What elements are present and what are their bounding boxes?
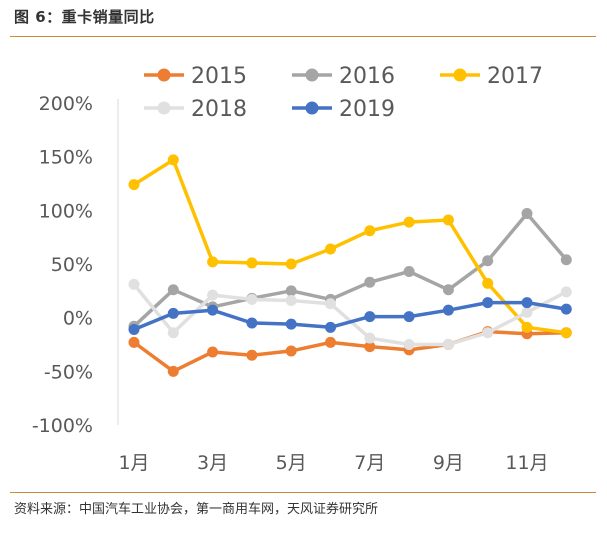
legend-item-2017: 2017 (440, 64, 543, 89)
data-point (403, 216, 415, 228)
y-tick-label: 200% (39, 93, 93, 115)
data-point (403, 311, 415, 323)
data-point (285, 258, 297, 270)
data-point (207, 289, 219, 301)
data-point (285, 318, 297, 330)
data-point (167, 284, 179, 296)
data-point (403, 266, 415, 278)
legend-label: 2016 (339, 64, 395, 89)
source-divider (10, 492, 596, 493)
y-tick-label: 0% (63, 308, 93, 330)
legend-item-2019: 2019 (292, 97, 395, 122)
legend-marker (157, 68, 171, 82)
data-point (364, 276, 376, 288)
data-point (442, 284, 454, 296)
legend-marker (305, 101, 319, 115)
y-tick-label: 50% (51, 254, 93, 276)
data-point (285, 345, 297, 357)
data-point (207, 256, 219, 268)
legend-label: 2017 (487, 64, 543, 89)
series-line-2015 (132, 329, 567, 374)
legend-label: 2019 (339, 97, 395, 122)
series-line-2019 (133, 300, 567, 332)
data-point (482, 297, 494, 309)
data-point (482, 327, 494, 339)
x-tick-label: 1月 (118, 452, 149, 474)
series-2017 (128, 154, 572, 339)
data-point (207, 346, 219, 358)
data-point (246, 257, 258, 269)
x-tick-label: 3月 (197, 452, 228, 474)
data-point (560, 303, 572, 315)
data-point (364, 225, 376, 237)
x-tick-label: 9月 (433, 452, 464, 474)
data-point (246, 317, 258, 329)
legend-marker (157, 101, 171, 115)
y-tick-label: -50% (44, 361, 93, 383)
data-point (560, 327, 572, 339)
y-axis: 200% 150% 100% 50% 0% -50% -100% (32, 93, 119, 437)
data-point (364, 341, 376, 353)
data-point (128, 323, 140, 335)
source-note: 资料来源：中国汽车工业协会，第一商用车网，天风证券研究所 (14, 502, 379, 517)
legend-label: 2018 (191, 97, 247, 122)
data-point (246, 293, 258, 305)
y-tick-label: 150% (39, 147, 93, 169)
data-point (285, 294, 297, 306)
line-chart: 2015 2016 2017 2018 2019 200% 150% 100% 50% 0% -5… (32, 64, 572, 474)
data-point (482, 255, 494, 267)
data-point (482, 277, 494, 289)
y-tick-label: -100% (32, 415, 93, 437)
series-layer (128, 154, 572, 377)
data-point (521, 208, 533, 220)
series-2015 (128, 326, 572, 377)
legend-marker (453, 68, 467, 82)
x-tick-label: 11月 (505, 452, 548, 474)
data-point (364, 332, 376, 344)
data-point (325, 298, 336, 310)
data-point (442, 304, 454, 316)
data-point (521, 321, 533, 333)
data-point (167, 154, 179, 166)
data-point (442, 214, 454, 226)
data-point (128, 336, 140, 348)
y-tick-label: 100% (39, 200, 93, 222)
legend-item-2018: 2018 (144, 97, 247, 122)
series-line-2018 (132, 283, 568, 347)
data-point (128, 179, 140, 191)
legend-item-2016: 2016 (292, 64, 395, 89)
data-point (364, 311, 376, 323)
x-tick-label: 7月 (354, 452, 385, 474)
legend-item-2015: 2015 (144, 64, 247, 89)
legend-marker (305, 68, 319, 82)
legend-label: 2015 (191, 64, 247, 89)
title-divider (10, 36, 596, 37)
data-point (325, 336, 336, 348)
data-point (560, 286, 572, 298)
data-point (521, 297, 533, 309)
figure-title: 图 6：重卡销量同比 (14, 8, 155, 26)
data-point (325, 321, 336, 333)
data-point (325, 243, 336, 255)
data-point (167, 327, 179, 339)
series-2019 (128, 297, 572, 335)
data-point (246, 349, 258, 361)
legend: 2015 2016 2017 2018 2019 (144, 64, 543, 122)
data-point (521, 306, 533, 318)
series-line-2016 (132, 211, 568, 328)
x-tick-label: 5月 (276, 452, 307, 474)
data-point (167, 307, 179, 319)
data-point (403, 339, 415, 350)
data-point (128, 278, 140, 290)
data-point (442, 339, 454, 350)
data-point (285, 285, 297, 297)
data-point (560, 254, 572, 266)
data-point (207, 304, 219, 316)
data-point (167, 365, 179, 377)
series-line-2017 (133, 158, 567, 335)
x-axis: 1月 3月 5月 7月 9月 11月 (118, 452, 548, 474)
